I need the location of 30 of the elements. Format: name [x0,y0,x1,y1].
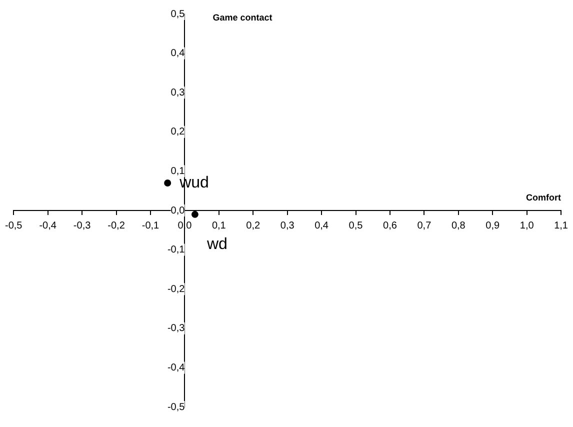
series-label: wd [206,236,228,253]
y-tick-label: -0,2 [167,284,186,295]
x-tick-label: -0,4 [39,220,57,232]
x-tick-label: 0,5 [348,220,364,232]
x-tick-label: 0,9 [486,220,500,232]
y-axis-title: Game contact [212,12,272,22]
x-tick-label: 0,6 [383,220,398,232]
y-tick-label: 0,2 [170,126,186,138]
x-tick-label: -0,3 [73,220,92,232]
y-tick-label: 0,0 [170,205,186,216]
y-tick-label: -0,1 [167,244,186,256]
y-tick-label: 0,5 [170,8,186,20]
y-tick-label: 0,3 [170,87,186,98]
x-tick-label: 0,2 [246,220,261,232]
x-tick-label: 0,8 [451,220,466,232]
x-tick-label: -0,1 [142,220,160,232]
x-axis-title: Comfort [526,192,562,202]
x-tick-label: -0,5 [5,220,23,232]
x-tick-label: 0,4 [314,220,329,232]
y-tick-label: -0,4 [167,362,186,374]
x-tick-label: 1,1 [554,220,568,232]
x-tick-label: 0,3 [280,220,295,232]
x-tick-label: 0,7 [417,220,432,232]
y-tick-label: 0,4 [170,48,186,60]
x-tick-label: 1,0 [520,220,534,232]
y-tick-label: -0,3 [167,323,186,334]
x-tick-label: 0,1 [212,220,226,232]
y-tick-label: 0,1 [170,166,186,177]
x-tick-label: -0,2 [108,220,126,232]
y-tick-label: -0,5 [167,402,186,413]
